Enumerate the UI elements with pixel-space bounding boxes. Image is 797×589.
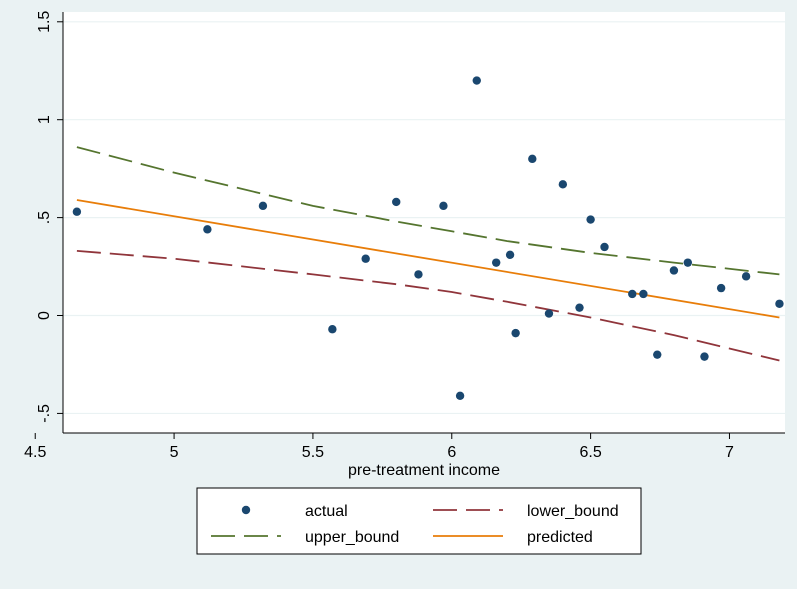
x-tick-label: 7 (725, 444, 734, 461)
data-point (639, 289, 648, 299)
y-tick-label: -.5 (36, 404, 53, 423)
series-line-predicted (76, 199, 780, 319)
x-tick-label: 4.5 (24, 444, 46, 461)
y-tick-label: 1 (36, 115, 53, 124)
data-point (669, 266, 679, 275)
data-point (716, 283, 726, 293)
data-point (741, 272, 751, 281)
axes: -.5 0 .5 1 1.5 4.5 5 5.5 6 6.5 7 (24, 11, 785, 461)
plot-area (63, 12, 785, 433)
data-point (492, 258, 501, 267)
data-point (600, 242, 609, 252)
x-tick-label: 5 (170, 444, 179, 461)
data-point (700, 352, 709, 361)
data-point (775, 299, 784, 308)
data-point (628, 289, 637, 299)
series-line-upper-bound (76, 146, 780, 276)
data-point (472, 76, 481, 85)
data-point (528, 154, 537, 164)
data-point (653, 350, 662, 359)
data-point (683, 258, 693, 267)
plot-series (72, 76, 784, 400)
y-tick-label: .5 (36, 211, 53, 224)
data-point (414, 270, 423, 279)
legend-box (196, 487, 642, 555)
x-axis-label: pre-treatment income (348, 462, 500, 479)
data-point (72, 207, 82, 216)
data-point (328, 325, 337, 334)
legend-label-upper-bound: upper_bound (305, 529, 399, 546)
legend-label-actual: actual (305, 503, 348, 520)
data-point (586, 215, 595, 224)
x-tick-label: 5.5 (302, 444, 324, 461)
x-tick-label: 6.5 (579, 444, 601, 461)
series-line-lower-bound (76, 250, 780, 362)
y-tick-label: 1.5 (36, 11, 53, 33)
data-point (439, 201, 448, 211)
legend-label-lower-bound: lower_bound (527, 503, 619, 520)
data-point (544, 309, 554, 318)
data-point (558, 180, 568, 189)
data-point (505, 250, 515, 260)
data-point (392, 197, 401, 207)
legend-key-actual (241, 505, 251, 515)
data-point (258, 201, 268, 211)
legend: actual lower_bound upper_bound predicted (196, 487, 642, 555)
data-point (511, 328, 520, 338)
data-point (203, 225, 212, 234)
data-point (455, 391, 465, 400)
data-point (575, 303, 584, 312)
data-point (361, 254, 370, 263)
legend-label-predicted: predicted (527, 529, 593, 546)
x-tick-label: 6 (447, 444, 456, 461)
y-tick-label: 0 (36, 311, 53, 320)
